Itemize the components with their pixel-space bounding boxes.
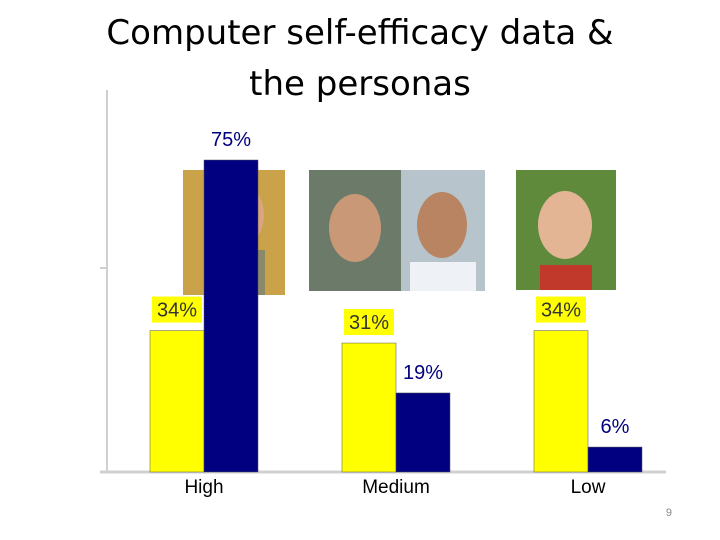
x-tick-label: Medium <box>362 477 430 498</box>
bar <box>587 446 643 473</box>
persona-photo <box>516 170 616 290</box>
bar <box>341 342 397 473</box>
value-label: 34% <box>157 300 197 322</box>
value-label: 34% <box>541 300 581 322</box>
value-label-box <box>344 309 394 336</box>
value-label-box <box>206 126 256 152</box>
title-line: Computer self-efficacy data & <box>106 13 613 53</box>
value-label: 19% <box>403 362 443 384</box>
value-label: 31% <box>349 312 389 334</box>
title-line: the personas <box>249 64 471 104</box>
value-label-box <box>536 296 586 323</box>
persona-photo <box>309 170 485 291</box>
value-label-box <box>152 296 202 323</box>
value-label: 75% <box>211 129 251 151</box>
bar <box>203 159 259 473</box>
bar <box>149 330 205 473</box>
x-tick-label: High <box>184 477 223 498</box>
chart-title: Computer self-efficacy data & the persona… <box>106 13 613 104</box>
value-label: 6% <box>601 416 630 438</box>
bar <box>533 330 589 473</box>
value-label-box <box>398 358 448 385</box>
bar <box>395 392 451 473</box>
page-number: 9 <box>666 507 672 519</box>
x-tick-label: Low <box>571 477 606 498</box>
value-label-box <box>590 413 640 440</box>
